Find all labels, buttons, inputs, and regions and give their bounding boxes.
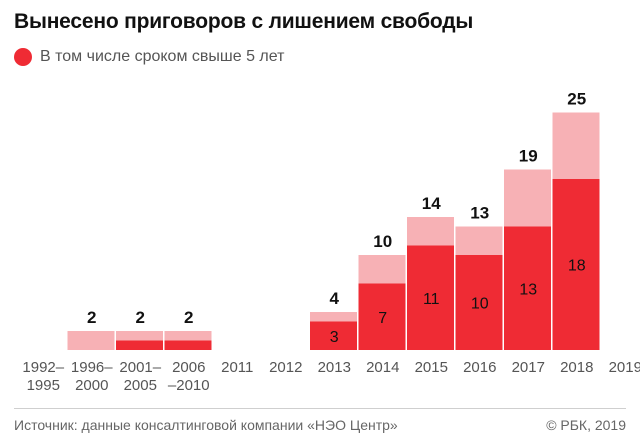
bar-over5-3 <box>164 340 212 350</box>
total-label-6: 4 <box>330 289 340 308</box>
legend-swatch-over5 <box>14 48 32 66</box>
bar-over5-11 <box>552 179 600 350</box>
over5-label-7: 7 <box>378 310 387 327</box>
chart-title: Вынесено приговоров с лишением свободы <box>14 10 474 33</box>
over5-label-10: 13 <box>519 281 537 298</box>
legend-label-over5: В том числе сроком свыше 5 лет <box>40 48 285 65</box>
over5-label-6: 3 <box>330 329 339 346</box>
copyright: © РБК, 2019 <box>546 417 626 433</box>
bar-over5-9 <box>455 255 503 350</box>
bar-over5-6 <box>310 321 357 350</box>
total-label-11: 25 <box>567 90 586 109</box>
bar-over5-2 <box>116 340 163 350</box>
bar-over5-7 <box>358 283 406 350</box>
x-tick-label-12: 2019 <box>609 359 640 376</box>
x-tick-label-10: 2017 <box>512 359 545 376</box>
total-label-8: 14 <box>422 194 441 213</box>
total-label-9: 13 <box>470 204 489 223</box>
bar-over5-10 <box>504 226 551 350</box>
bar-over5-8 <box>407 245 454 350</box>
x-tick-label-7: 2014 <box>366 359 399 376</box>
x-tick-label-5: 2012 <box>269 359 302 376</box>
x-tick-label-3: 2006 –2010 <box>168 359 210 394</box>
x-tick-label-11: 2018 <box>560 359 593 376</box>
x-tick-label-4: 2011 <box>221 359 253 376</box>
x-tick-label-2: 2001– 2005 <box>119 359 161 394</box>
total-label-7: 10 <box>373 232 392 251</box>
x-tick-label-0: 1992– 1995 <box>22 359 64 394</box>
total-label-2: 2 <box>136 308 145 327</box>
total-label-3: 2 <box>184 308 193 327</box>
over5-label-11: 18 <box>568 258 586 275</box>
total-label-1: 2 <box>87 308 96 327</box>
bar-chart: 1992– 1995 2 1996– 2000 2 2001– 2005 2 2006 –2010 2… <box>22 90 640 395</box>
total-label-10: 19 <box>519 147 538 166</box>
source-note: Источник: данные консалтинговой компании… <box>14 417 398 433</box>
x-tick-label-9: 2016 <box>463 359 496 376</box>
bar-total-1 <box>67 331 115 350</box>
x-tick-label-6: 2013 <box>318 359 351 376</box>
over5-label-8: 11 <box>423 291 440 308</box>
x-tick-label-8: 2015 <box>415 359 448 376</box>
legend: В том числе сроком свыше 5 лет <box>14 48 284 66</box>
footer: Источник: данные консалтинговой компании… <box>14 408 626 433</box>
x-tick-label-1: 1996– 2000 <box>71 359 113 394</box>
over5-label-9: 10 <box>471 296 489 313</box>
